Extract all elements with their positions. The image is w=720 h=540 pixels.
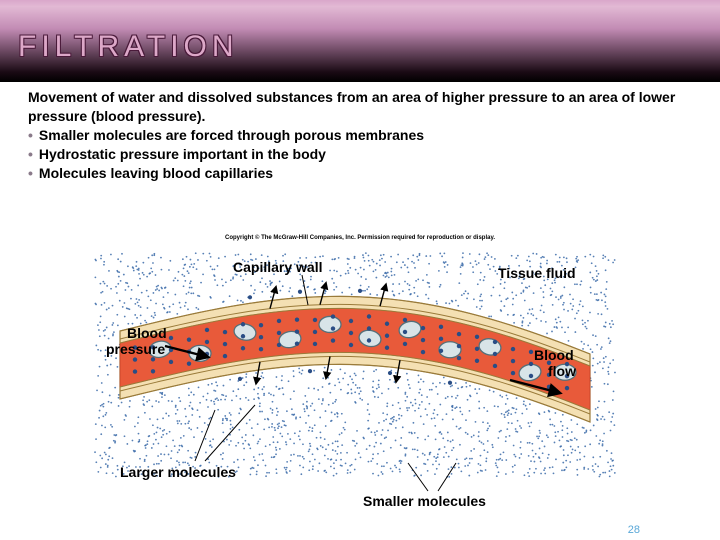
- bullet-glyph: •: [28, 164, 33, 183]
- label-capillary-wall: Capillary wall: [233, 259, 322, 275]
- capillary-diagram: [0, 235, 720, 525]
- bullet-2: • Hydrostatic pressure important in the …: [28, 145, 692, 164]
- bullet-3-text: Molecules leaving blood capillaries: [39, 164, 273, 183]
- bullet-2-text: Hydrostatic pressure important in the bo…: [39, 145, 326, 164]
- bullet-1-text: Smaller molecules are forced through por…: [39, 126, 424, 145]
- slide-title: FILTRATION: [18, 30, 702, 64]
- diagram-area: Copyright © The McGraw-Hill Companies, I…: [0, 235, 720, 525]
- label-smaller-molecules: Smaller molecules: [363, 493, 486, 509]
- label-blood-pressure-1: Blood: [127, 325, 167, 341]
- label-blood-flow-1: Blood: [534, 347, 574, 363]
- bullet-glyph: •: [28, 145, 33, 164]
- bullet-3: • Molecules leaving blood capillaries: [28, 164, 692, 183]
- label-blood-pressure-2: pressure: [106, 341, 165, 357]
- label-blood-flow-2: flow: [548, 363, 576, 379]
- body-text: Movement of water and dissolved substanc…: [0, 82, 720, 182]
- intro-text: Movement of water and dissolved substanc…: [28, 88, 692, 126]
- bullet-glyph: •: [28, 126, 33, 145]
- slide-number: 28: [628, 524, 640, 536]
- bullet-1: • Smaller molecules are forced through p…: [28, 126, 692, 145]
- label-tissue-fluid: Tissue fluid: [498, 265, 576, 281]
- title-bar: FILTRATION: [0, 0, 720, 82]
- label-larger-molecules: Larger molecules: [120, 464, 236, 480]
